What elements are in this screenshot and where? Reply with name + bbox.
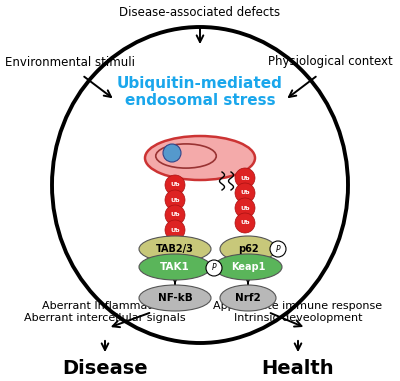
Text: Ub: Ub xyxy=(240,221,250,226)
Circle shape xyxy=(165,205,185,225)
Text: Ub: Ub xyxy=(240,190,250,195)
Circle shape xyxy=(165,190,185,210)
Text: Environmental stimuli: Environmental stimuli xyxy=(5,56,135,69)
Text: Disease: Disease xyxy=(62,359,148,378)
Text: Disease-associated defects: Disease-associated defects xyxy=(120,5,280,19)
Ellipse shape xyxy=(220,236,276,262)
Text: TAB2/3: TAB2/3 xyxy=(156,244,194,254)
Circle shape xyxy=(165,175,185,195)
Text: Ubiquitin-mediated
endosomal stress: Ubiquitin-mediated endosomal stress xyxy=(117,76,283,108)
Text: Physiological context: Physiological context xyxy=(268,56,392,69)
Text: P: P xyxy=(276,245,280,253)
Text: TAK1: TAK1 xyxy=(160,262,190,272)
Circle shape xyxy=(165,220,185,240)
Text: Ub: Ub xyxy=(170,213,180,218)
Text: Health: Health xyxy=(262,359,334,378)
Ellipse shape xyxy=(139,254,211,280)
Circle shape xyxy=(163,144,181,162)
Text: Nrf2: Nrf2 xyxy=(235,293,261,303)
Text: Aberrant Inflammation
Aberrant intercellular signals: Aberrant Inflammation Aberrant intercell… xyxy=(24,301,186,323)
Circle shape xyxy=(235,168,255,188)
Text: Ub: Ub xyxy=(170,182,180,187)
Circle shape xyxy=(206,260,222,276)
Text: P: P xyxy=(212,264,216,272)
Text: Ub: Ub xyxy=(170,227,180,232)
Text: p62: p62 xyxy=(238,244,258,254)
Ellipse shape xyxy=(214,254,282,280)
Text: Ub: Ub xyxy=(170,197,180,202)
Ellipse shape xyxy=(220,285,276,311)
Text: Keap1: Keap1 xyxy=(231,262,265,272)
Text: Appropriate immune response
Intrinsic deveolopment: Appropriate immune response Intrinsic de… xyxy=(214,301,382,323)
Text: Ub: Ub xyxy=(240,176,250,181)
Circle shape xyxy=(235,213,255,233)
Ellipse shape xyxy=(145,136,255,180)
Ellipse shape xyxy=(139,285,211,311)
Circle shape xyxy=(270,241,286,257)
Text: Ub: Ub xyxy=(240,205,250,210)
Circle shape xyxy=(235,198,255,218)
Circle shape xyxy=(235,183,255,203)
Text: NF-kB: NF-kB xyxy=(158,293,192,303)
Ellipse shape xyxy=(139,236,211,262)
